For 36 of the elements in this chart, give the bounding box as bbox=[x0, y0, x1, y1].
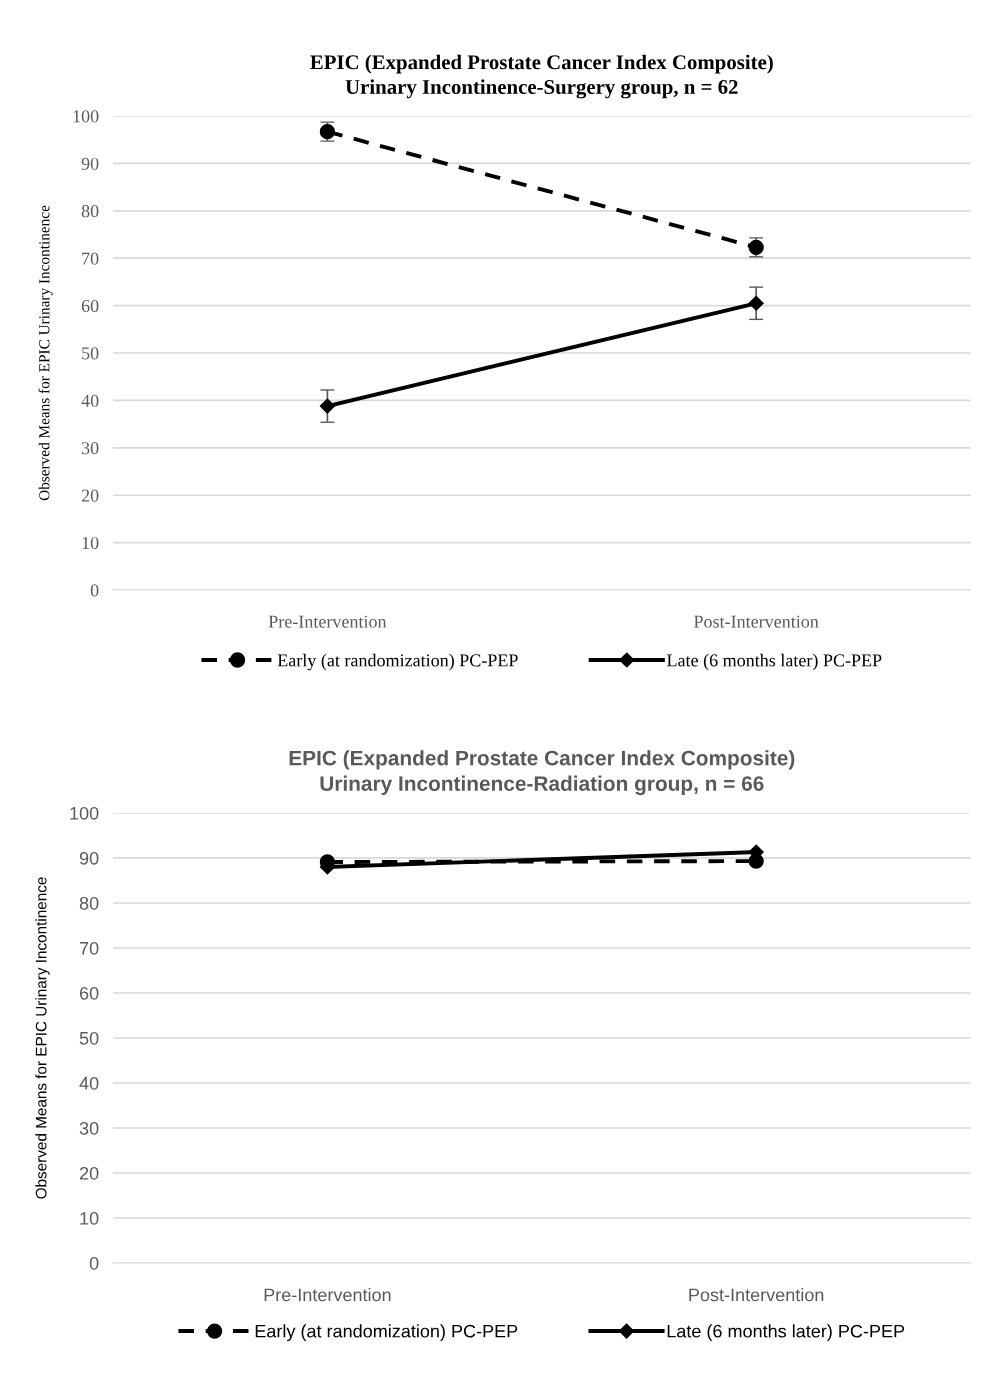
y-tick-label: 30 bbox=[81, 442, 99, 455]
y-tick-label: 50 bbox=[79, 1031, 99, 1045]
y-tick-label: 20 bbox=[79, 1166, 99, 1180]
legend-label: Early (at randomization) PC-PEP bbox=[277, 653, 518, 671]
point bbox=[319, 398, 335, 414]
y-tick-label: 60 bbox=[81, 299, 99, 313]
y-tick-label: 40 bbox=[81, 394, 99, 407]
x-tick-label: Post-Intervention bbox=[693, 615, 819, 628]
y-axis-title: Observed Means for EPIC Urinary Incontinence bbox=[38, 205, 53, 501]
y-tick-label: 0 bbox=[89, 1256, 99, 1270]
y-tick-label: 10 bbox=[82, 536, 99, 550]
y-tick-label: 90 bbox=[79, 851, 99, 865]
y-tick-label: 80 bbox=[81, 205, 99, 218]
x-tick-label: Pre-Intervention bbox=[268, 615, 387, 628]
y-axis-title: Observed Means for EPIC Urinary Incontinence bbox=[35, 877, 50, 1199]
point bbox=[748, 295, 764, 311]
y-tick-label: 100 bbox=[73, 110, 99, 123]
y-tick-label: 70 bbox=[79, 941, 99, 955]
legend-label: Late (6 months later) PC-PEP bbox=[667, 653, 882, 671]
y-tick-label: 60 bbox=[79, 986, 99, 1000]
y-tick-label: 30 bbox=[79, 1121, 99, 1135]
y-tick-label: 50 bbox=[82, 347, 99, 360]
chart-title: EPIC (Expanded Prostate Cancer Index Composite) Urinary Incontinence-Radiation group, n = 66 bbox=[289, 750, 795, 796]
y-tick-label: 40 bbox=[79, 1076, 99, 1090]
y-tick-label: 100 bbox=[70, 806, 99, 820]
y-tick-label: 70 bbox=[82, 252, 99, 265]
y-tick-label: 20 bbox=[81, 489, 99, 502]
y-tick-label: 0 bbox=[90, 584, 99, 597]
y-tick-label: 10 bbox=[80, 1211, 99, 1225]
legend-label: Late (6 months later) PC-PEP bbox=[667, 1324, 905, 1342]
x-tick-label: Post-Intervention bbox=[689, 1288, 824, 1302]
chart-title: EPIC (Expanded Prostate Cancer Index Composite) Urinary Incontinence-Surgery group, n = 62 bbox=[310, 54, 773, 99]
legend-label: Early (at randomization) PC-PEP bbox=[255, 1324, 518, 1342]
y-tick-label: 90 bbox=[81, 157, 99, 170]
y-tick-label: 80 bbox=[79, 896, 99, 910]
x-tick-label: Pre-Intervention bbox=[264, 1288, 391, 1302]
